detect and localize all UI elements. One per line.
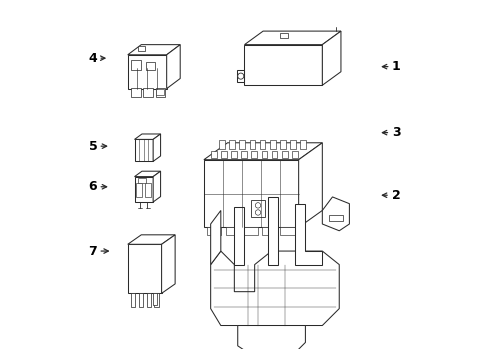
Text: 3: 3 [391, 126, 400, 139]
Bar [131, 88, 141, 97]
Polygon shape [244, 31, 340, 45]
Bar [289, 140, 295, 149]
Bar [229, 140, 235, 149]
Bar [281, 150, 287, 158]
Text: 6: 6 [88, 180, 97, 193]
Polygon shape [127, 45, 180, 55]
Polygon shape [237, 70, 244, 82]
Polygon shape [127, 235, 175, 244]
Bar [262, 228, 276, 235]
Polygon shape [134, 139, 153, 161]
Polygon shape [322, 197, 349, 231]
Bar [155, 89, 163, 95]
Polygon shape [127, 55, 166, 89]
Bar [131, 60, 141, 70]
Bar [153, 293, 157, 305]
Bar [210, 150, 216, 158]
Polygon shape [234, 207, 244, 265]
Bar [219, 140, 224, 149]
Bar [231, 150, 236, 158]
Bar [280, 140, 285, 149]
Polygon shape [153, 171, 160, 202]
Polygon shape [295, 204, 322, 265]
Bar [225, 228, 239, 235]
Bar [154, 293, 158, 307]
Bar [221, 150, 226, 158]
Bar [269, 140, 275, 149]
Polygon shape [153, 134, 160, 161]
Bar [136, 183, 142, 197]
Bar [328, 215, 342, 221]
Bar [271, 150, 277, 158]
Bar [207, 228, 221, 235]
Polygon shape [134, 177, 153, 202]
Bar [241, 150, 246, 158]
Polygon shape [322, 31, 340, 85]
Polygon shape [244, 45, 322, 85]
Bar [138, 178, 146, 183]
Bar [259, 140, 265, 149]
Polygon shape [161, 235, 175, 293]
Polygon shape [210, 251, 339, 325]
Bar [251, 200, 264, 217]
Circle shape [237, 73, 244, 79]
Bar [239, 140, 244, 149]
Text: 1: 1 [391, 60, 400, 73]
Polygon shape [203, 143, 322, 160]
Polygon shape [134, 171, 160, 177]
Polygon shape [134, 134, 160, 139]
Polygon shape [237, 325, 305, 352]
Bar [280, 228, 294, 235]
Bar [139, 293, 142, 307]
Circle shape [255, 203, 260, 208]
Polygon shape [127, 244, 161, 293]
Bar [146, 62, 155, 70]
Bar [244, 228, 258, 235]
Polygon shape [210, 211, 221, 265]
Polygon shape [166, 45, 180, 89]
Text: 5: 5 [88, 140, 97, 153]
Text: 2: 2 [391, 189, 400, 202]
Bar [144, 183, 150, 197]
Polygon shape [267, 197, 278, 265]
Polygon shape [298, 143, 322, 228]
Bar [300, 140, 305, 149]
Bar [291, 150, 297, 158]
Text: 4: 4 [88, 52, 97, 65]
Circle shape [255, 210, 260, 215]
Bar [131, 293, 135, 307]
Text: 7: 7 [88, 244, 97, 257]
Bar [251, 150, 257, 158]
Bar [261, 150, 267, 158]
Bar [155, 88, 164, 97]
Bar [146, 293, 150, 307]
Bar [249, 140, 255, 149]
Bar [138, 46, 144, 51]
Polygon shape [203, 160, 298, 228]
Bar [143, 88, 152, 97]
Bar [280, 33, 288, 38]
